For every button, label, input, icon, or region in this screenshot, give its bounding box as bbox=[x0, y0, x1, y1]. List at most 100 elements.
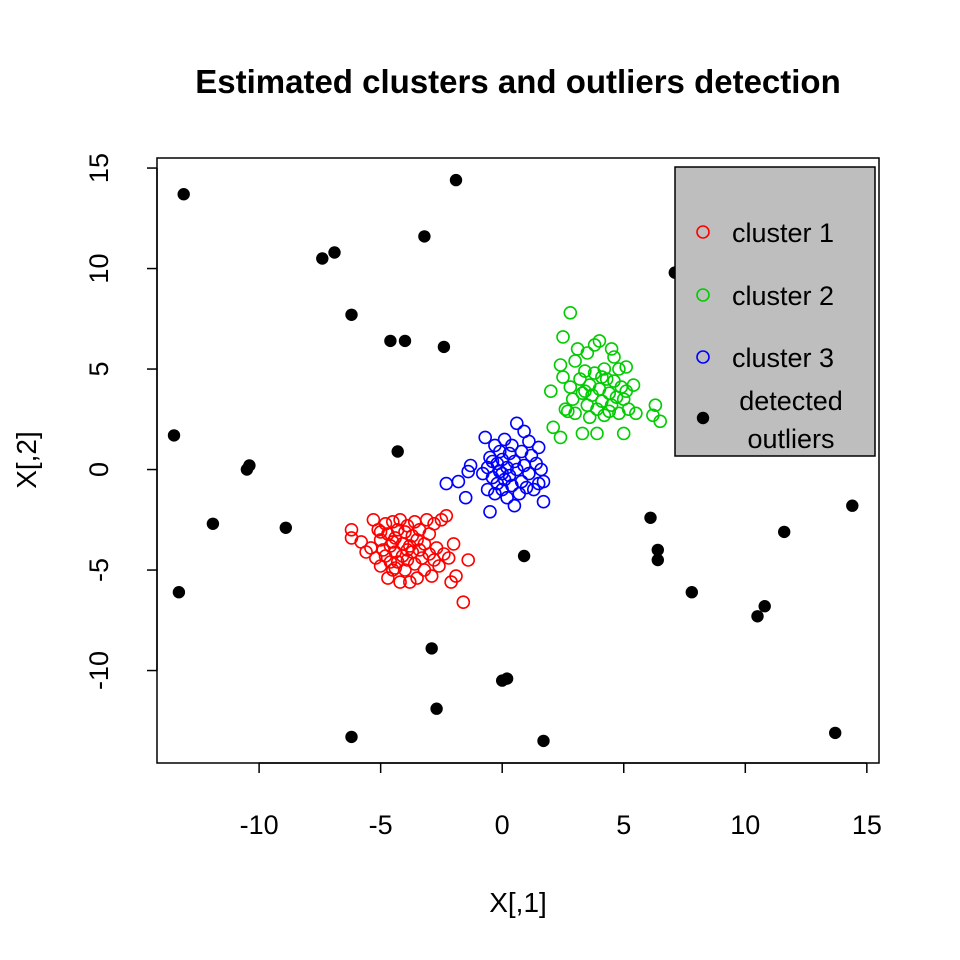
cluster-point bbox=[478, 430, 493, 445]
outlier-point bbox=[537, 734, 550, 748]
cluster-point bbox=[393, 575, 407, 589]
cluster-point bbox=[456, 595, 471, 610]
series-1 bbox=[344, 508, 476, 610]
cluster-point bbox=[597, 362, 612, 376]
cluster-point bbox=[485, 454, 500, 469]
outlier-point bbox=[398, 334, 412, 348]
cluster-point bbox=[509, 416, 524, 431]
cluster-point bbox=[592, 334, 607, 348]
cluster-point bbox=[449, 569, 463, 583]
cluster-point bbox=[458, 490, 473, 505]
cluster-point bbox=[451, 474, 466, 489]
outlier-point bbox=[279, 521, 292, 534]
cluster-point bbox=[546, 420, 561, 435]
cluster-point bbox=[509, 462, 524, 477]
cluster-point bbox=[616, 426, 631, 441]
x-axis: -10 -5 0 5 10 15 bbox=[240, 762, 882, 840]
y-tick-label: -5 bbox=[84, 558, 114, 582]
cluster-point bbox=[575, 426, 590, 441]
legend-box bbox=[674, 166, 876, 457]
x-tick-label: -10 bbox=[240, 810, 279, 840]
x-axis-title: X[,1] bbox=[489, 887, 547, 918]
cluster-point bbox=[500, 490, 514, 505]
y-tick-label: 5 bbox=[84, 362, 114, 377]
cluster-point bbox=[373, 525, 388, 539]
cluster-point bbox=[578, 364, 592, 378]
cluster-point bbox=[582, 410, 597, 425]
cluster-point bbox=[612, 362, 626, 376]
cluster-point bbox=[385, 535, 400, 549]
cluster-point bbox=[653, 414, 668, 429]
cluster-point bbox=[437, 547, 451, 561]
cluster-point bbox=[402, 575, 417, 589]
cluster-point bbox=[587, 338, 602, 352]
x-tick-label: 5 bbox=[616, 810, 631, 840]
legend-marker bbox=[696, 350, 710, 364]
cluster-point bbox=[595, 370, 609, 384]
cluster-point bbox=[463, 458, 478, 473]
cluster-point bbox=[461, 464, 476, 479]
outlier-point bbox=[425, 642, 438, 655]
cluster-point bbox=[480, 482, 495, 497]
legend-label: cluster 2 bbox=[732, 281, 834, 311]
cluster-point bbox=[522, 466, 536, 481]
outlier-point bbox=[316, 252, 329, 265]
cluster-point bbox=[543, 384, 558, 399]
cluster-point bbox=[398, 563, 412, 577]
y-tick-label: 10 bbox=[84, 254, 114, 284]
outlier-point bbox=[345, 730, 358, 744]
outlier-point bbox=[751, 610, 764, 623]
cluster-point bbox=[512, 486, 527, 501]
cluster-point bbox=[563, 305, 578, 320]
outlier-point bbox=[778, 525, 791, 539]
cluster-point bbox=[565, 392, 580, 407]
legend-label: cluster 3 bbox=[732, 343, 834, 373]
cluster-point bbox=[488, 486, 502, 501]
cluster-point bbox=[359, 545, 373, 559]
cluster-point bbox=[621, 402, 636, 417]
cluster-point bbox=[439, 476, 454, 491]
legend-marker bbox=[696, 225, 710, 239]
cluster-point bbox=[590, 426, 604, 441]
cluster-point bbox=[578, 384, 592, 399]
outlier-point bbox=[496, 674, 509, 687]
cluster-point bbox=[648, 398, 663, 413]
cluster-point bbox=[556, 370, 570, 384]
legend-marker bbox=[696, 411, 710, 425]
cluster-point bbox=[429, 541, 444, 555]
cluster-point bbox=[604, 342, 619, 356]
cluster-point bbox=[524, 448, 539, 463]
outlier-point bbox=[177, 188, 190, 201]
outlier-point bbox=[167, 429, 181, 442]
cluster-point bbox=[439, 508, 454, 523]
cluster-point bbox=[400, 543, 415, 557]
cluster-point bbox=[427, 516, 441, 531]
outlier-point bbox=[517, 549, 531, 563]
outlier-point bbox=[644, 511, 657, 524]
y-axis: -10 -5 0 5 10 15 bbox=[84, 153, 158, 690]
cluster-point bbox=[556, 330, 570, 344]
cluster-point bbox=[602, 404, 617, 419]
outlier-point bbox=[384, 334, 397, 348]
outlier-point bbox=[846, 499, 859, 512]
cluster-point bbox=[536, 474, 551, 489]
outlier-point bbox=[651, 553, 664, 567]
cluster-point bbox=[519, 480, 534, 495]
data-points bbox=[167, 173, 859, 748]
cluster-point bbox=[388, 561, 403, 575]
series-2 bbox=[543, 305, 668, 445]
cluster-point bbox=[629, 406, 643, 421]
x-tick-label: 0 bbox=[495, 810, 510, 840]
outlier-point bbox=[345, 308, 358, 321]
x-tick-label: 10 bbox=[730, 810, 760, 840]
cluster-point bbox=[495, 466, 510, 481]
chart-title: Estimated clusters and outliers detectio… bbox=[195, 63, 841, 100]
cluster-point bbox=[461, 553, 476, 567]
x-tick-label: -5 bbox=[369, 810, 393, 840]
outlier-point bbox=[391, 445, 404, 458]
legend-label: detected outliers bbox=[739, 386, 843, 454]
cluster-point bbox=[410, 571, 424, 585]
outlier-point bbox=[449, 173, 463, 187]
cluster-point bbox=[531, 440, 546, 455]
